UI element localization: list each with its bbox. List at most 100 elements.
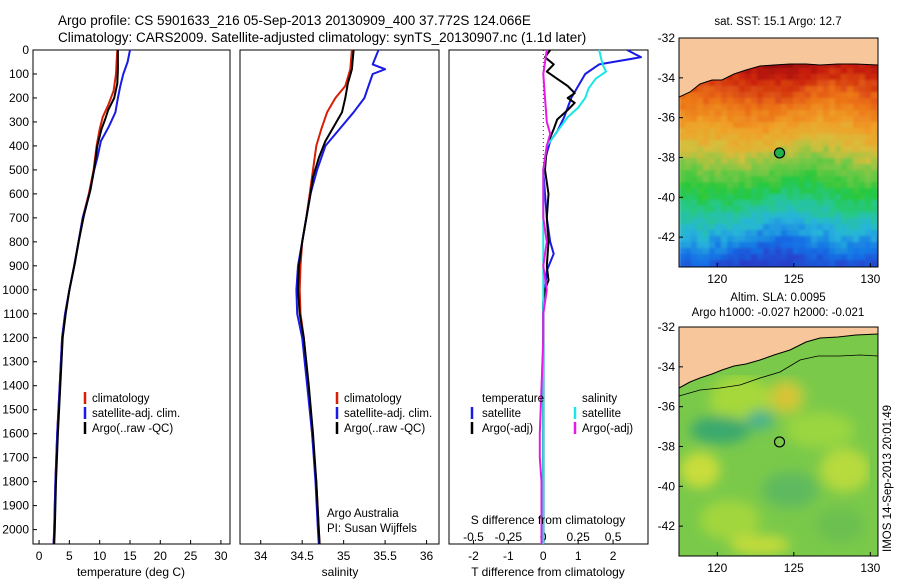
sst-cell — [865, 236, 871, 242]
sst-cell — [859, 92, 865, 98]
sst-cell — [847, 98, 853, 104]
sst-cell — [745, 146, 751, 152]
sst-cell — [727, 128, 733, 134]
sst-cell — [685, 194, 691, 200]
sst-cell — [745, 164, 751, 170]
sst-cell — [853, 176, 859, 182]
sst-cell — [865, 194, 871, 200]
sst-cell — [775, 170, 781, 176]
sst-cell — [739, 212, 745, 218]
sst-cell — [703, 140, 709, 146]
sst-cell — [757, 194, 763, 200]
sst-cell — [805, 92, 811, 98]
sst-cell — [865, 98, 871, 104]
sst-cell — [757, 218, 763, 224]
lon-tick-label: 125 — [784, 561, 804, 575]
sst-cell — [793, 86, 799, 92]
sst-cell — [799, 260, 805, 266]
sst-cell — [691, 122, 697, 128]
sst-cell — [859, 128, 865, 134]
lat-tick-label: -34 — [658, 71, 676, 85]
sst-cell — [865, 260, 871, 266]
sst-cell — [763, 74, 769, 80]
sst-cell — [805, 254, 811, 260]
sst-cell — [847, 116, 853, 122]
sst-cell — [799, 176, 805, 182]
sst-cell — [793, 116, 799, 122]
sst-cell — [763, 104, 769, 110]
sst-cell — [859, 188, 865, 194]
sst-cell — [865, 80, 871, 86]
sst-cell — [835, 200, 841, 206]
sst-cell — [805, 182, 811, 188]
sst-cell — [817, 68, 823, 74]
sst-cell — [793, 158, 799, 164]
sst-cell — [757, 212, 763, 218]
sst-cell — [709, 164, 715, 170]
sst-cell — [871, 68, 877, 74]
sst-cell — [769, 128, 775, 134]
sst-cell — [787, 80, 793, 86]
sst-cell — [787, 152, 793, 158]
depth-tick-label: 1200 — [2, 331, 29, 345]
sst-cell — [733, 248, 739, 254]
sst-cell — [859, 116, 865, 122]
sst-cell — [751, 146, 757, 152]
sst-cell — [829, 164, 835, 170]
sst-cell — [853, 242, 859, 248]
sst-cell — [799, 182, 805, 188]
sst-cell — [715, 152, 721, 158]
sst-cell — [697, 242, 703, 248]
sst-cell — [859, 86, 865, 92]
sst-cell — [853, 134, 859, 140]
sst-cell — [823, 200, 829, 206]
sst-map-title: sat. SST: 15.1 Argo: 12.7 — [714, 16, 841, 28]
x-tick-label: 5 — [66, 549, 73, 563]
sst-cell — [829, 248, 835, 254]
depth-tick-label: 1300 — [2, 355, 29, 369]
sst-cell — [793, 188, 799, 194]
sst-cell — [787, 86, 793, 92]
sst-cell — [745, 110, 751, 116]
sst-cell — [781, 260, 787, 266]
sst-cell — [751, 212, 757, 218]
sst-cell — [781, 146, 787, 152]
depth-tick-label: 1600 — [2, 427, 29, 441]
sst-cell — [781, 128, 787, 134]
sst-cell — [835, 164, 841, 170]
sst-cell — [727, 134, 733, 140]
sst-cell — [685, 134, 691, 140]
sst-cell — [715, 158, 721, 164]
sst-cell — [841, 164, 847, 170]
sst-cell — [715, 206, 721, 212]
sst-cell — [871, 218, 877, 224]
sst-cell — [823, 230, 829, 236]
sst-cell — [817, 146, 823, 152]
sst-cell — [781, 92, 787, 98]
sst-cell — [751, 80, 757, 86]
sst-cell — [679, 176, 685, 182]
sst-cell — [679, 236, 685, 242]
temperature-legend: climatology satellite-adj. clim. Argo(..… — [83, 392, 180, 435]
sst-cell — [745, 236, 751, 242]
sst-map-axes: 120 125 130 -32 -34 -36 -38 -40 -42 — [658, 31, 881, 286]
legend-satellite: satellite-adj. clim. — [344, 408, 432, 420]
sst-cell — [865, 92, 871, 98]
sst-cell — [871, 128, 877, 134]
lat-tick-label: -32 — [658, 31, 676, 45]
sst-cell — [709, 248, 715, 254]
sst-cell — [793, 212, 799, 218]
sst-cell — [835, 98, 841, 104]
sst-cell — [757, 80, 763, 86]
sst-cell — [817, 110, 823, 116]
sst-cell — [793, 134, 799, 140]
sst-cell — [841, 68, 847, 74]
sst-cell — [697, 122, 703, 128]
depth-tick-label: 100 — [9, 67, 29, 81]
sst-cell — [859, 260, 865, 266]
sla-anomaly — [762, 472, 818, 508]
sst-cell — [733, 164, 739, 170]
sst-cell — [853, 248, 859, 254]
sst-cell — [691, 212, 697, 218]
sst-cell — [835, 128, 841, 134]
